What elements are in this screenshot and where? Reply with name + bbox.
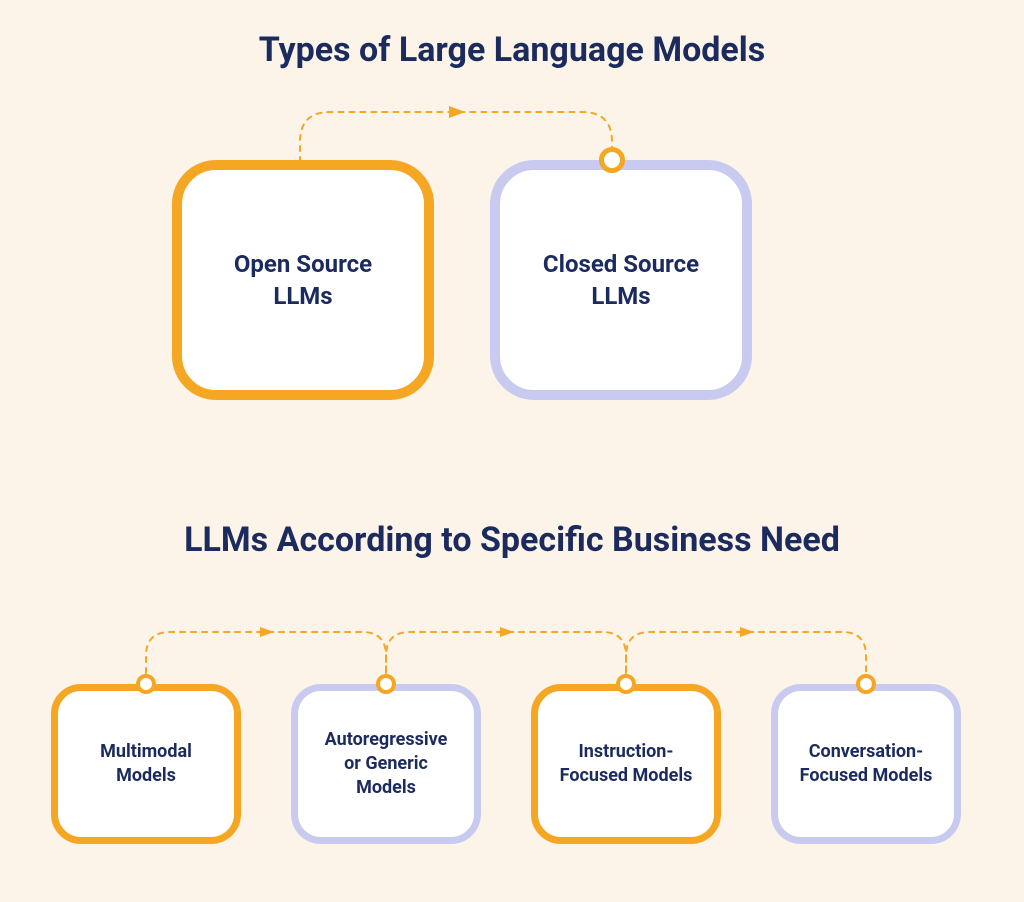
connector-dot — [376, 674, 396, 694]
box-label-line: Models — [356, 777, 416, 798]
box-closed-source: Closed Source LLMs — [490, 160, 752, 400]
box-open-source: Open Source LLMs — [172, 160, 434, 400]
box-label-line: LLMs — [591, 282, 650, 310]
box-label-line: LLMs — [273, 282, 332, 310]
connector-dot — [856, 674, 876, 694]
connector-dot — [136, 674, 156, 694]
connector-dot — [599, 147, 625, 173]
box-label-line: Focused Models — [800, 765, 933, 786]
box-multimodal: Multimodal Models — [51, 684, 241, 844]
box-instruction: Instruction- Focused Models — [531, 684, 721, 844]
section1-title: Types of Large Language Models — [0, 30, 1024, 70]
section2-title: LLMs According to Specific Business Need — [0, 520, 1024, 560]
box-label-line: Models — [116, 765, 176, 786]
box-label-line: Conversation- — [809, 741, 923, 762]
box-label-line: or Generic — [344, 753, 428, 774]
box-label-line: Autoregressive — [325, 729, 448, 750]
box-conversation: Conversation- Focused Models — [771, 684, 961, 844]
connector-dot — [616, 674, 636, 694]
box-label-line: Focused Models — [560, 765, 693, 786]
box-label-line: Open Source — [234, 250, 372, 278]
box-label-line: Instruction- — [579, 741, 674, 762]
box-autoregressive: Autoregressive or Generic Models — [291, 684, 481, 844]
box-label-line: Multimodal — [100, 741, 192, 762]
box-label-line: Closed Source — [543, 250, 699, 278]
